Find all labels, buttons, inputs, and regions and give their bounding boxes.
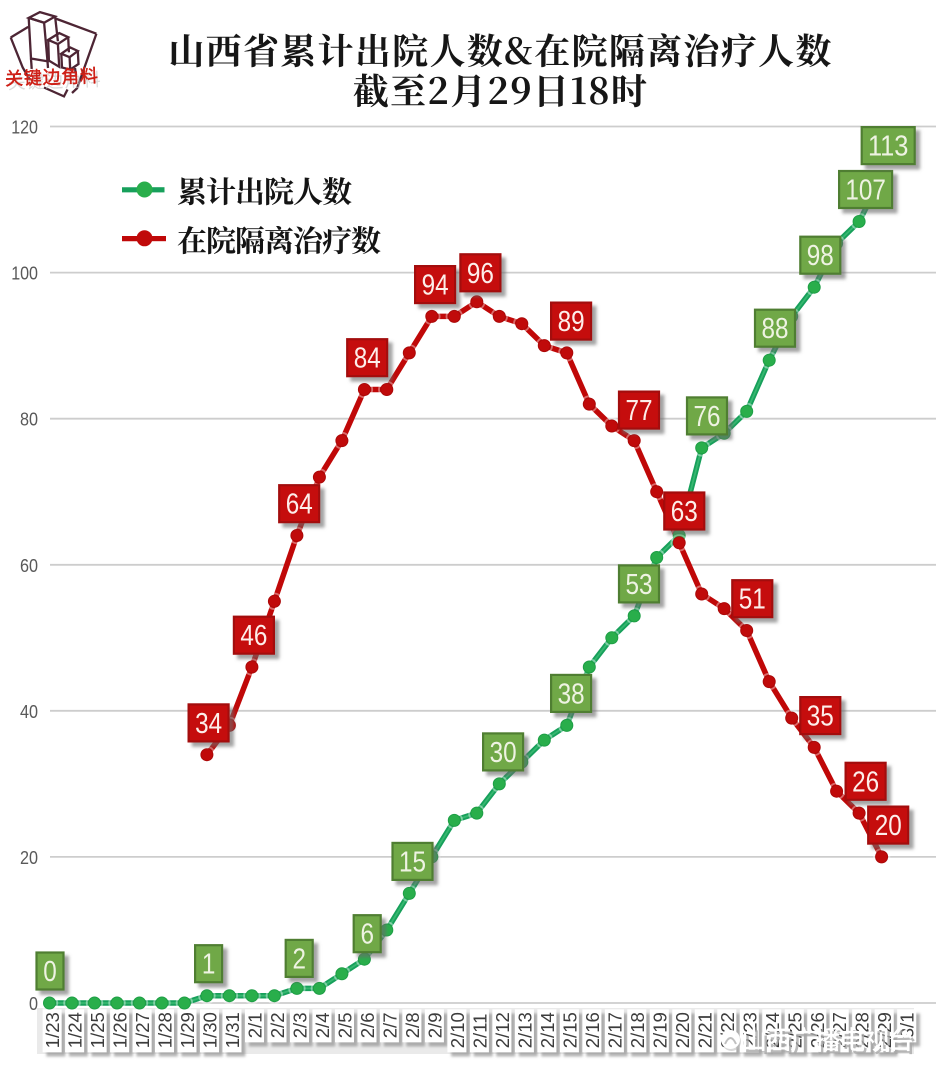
svg-text:100: 100 [11,263,38,284]
svg-text:89: 89 [558,306,585,338]
svg-text:2/9: 2/9 [424,1012,445,1038]
svg-text:76: 76 [694,401,721,433]
svg-text:2/25: 2/25 [784,1012,805,1048]
svg-text:1/24: 1/24 [65,1012,86,1048]
svg-text:截至2月29日18时: 截至2月29日18时 [353,64,648,115]
svg-text:1/25: 1/25 [87,1012,108,1048]
svg-text:2/19: 2/19 [649,1012,670,1048]
svg-text:2/11: 2/11 [469,1013,490,1048]
svg-text:94: 94 [422,270,449,302]
svg-text:2/4: 2/4 [312,1012,333,1038]
svg-text:2/20: 2/20 [672,1012,693,1048]
svg-text:64: 64 [286,489,313,521]
svg-text:山西广播电视台: 山西广播电视台 [741,1020,913,1057]
svg-text:0: 0 [29,993,38,1014]
svg-text:6: 6 [360,919,374,951]
svg-text:2/17: 2/17 [604,1012,625,1048]
svg-text:山西广播电视台: 山西广播电视台 [744,1023,916,1060]
svg-text:2/28: 2/28 [852,1012,873,1048]
svg-text:77: 77 [626,395,653,427]
svg-text:53: 53 [626,569,653,601]
svg-text:1/30: 1/30 [200,1012,221,1048]
svg-text:2/5: 2/5 [335,1012,356,1038]
svg-text:2/2: 2/2 [267,1012,288,1038]
svg-text:34: 34 [195,708,222,740]
svg-text:1/28: 1/28 [155,1012,176,1048]
svg-text:1: 1 [202,949,216,981]
svg-text:35: 35 [807,701,834,733]
svg-text:80: 80 [20,409,38,430]
svg-text:2/26: 2/26 [807,1012,828,1048]
svg-text:1/29: 1/29 [177,1012,198,1048]
svg-text:2/16: 2/16 [582,1012,603,1048]
svg-text:2/3: 2/3 [290,1012,311,1038]
svg-text:关键边角料: 关键边角料 [5,66,99,89]
svg-text:2: 2 [292,943,306,975]
svg-text:46: 46 [240,620,267,652]
svg-text:2/24: 2/24 [762,1012,783,1048]
svg-text:38: 38 [558,678,585,710]
svg-text:96: 96 [467,258,494,290]
svg-text:26: 26 [852,766,879,798]
svg-text:63: 63 [671,496,698,528]
svg-text:2/14: 2/14 [537,1012,558,1048]
svg-text:0: 0 [43,956,57,988]
svg-text:2/10: 2/10 [447,1012,468,1048]
svg-text:2/21: 2/21 [694,1012,715,1048]
svg-text:2/15: 2/15 [559,1012,580,1048]
svg-text:2/29: 2/29 [874,1012,895,1048]
svg-text:84: 84 [354,343,381,375]
svg-text:1/26: 1/26 [110,1012,131,1048]
svg-text:1/23: 1/23 [42,1012,63,1048]
svg-text:在院隔离治疗数: 在院隔离治疗数 [177,217,381,261]
svg-text:120: 120 [11,117,38,138]
svg-text:30: 30 [490,737,517,769]
svg-text:关键边角料: 关键边角料 [7,70,101,93]
svg-text:98: 98 [807,240,834,272]
svg-text:累计出院人数: 累计出院人数 [177,168,352,212]
svg-text:107: 107 [845,175,886,207]
svg-text:2/27: 2/27 [829,1012,850,1048]
svg-text:1/31: 1/31 [222,1012,243,1048]
svg-text:51: 51 [739,584,766,616]
svg-text:2/23: 2/23 [739,1012,760,1048]
svg-text:2/18: 2/18 [627,1012,648,1048]
svg-text:113: 113 [868,131,909,163]
svg-text:2/12: 2/12 [492,1012,513,1048]
svg-text:20: 20 [875,810,902,842]
svg-text:40: 40 [20,701,38,722]
svg-text:2/7: 2/7 [379,1012,400,1038]
svg-text:88: 88 [762,313,789,345]
svg-text:2/6: 2/6 [357,1012,378,1038]
svg-text:60: 60 [20,555,38,576]
svg-text:20: 20 [20,847,38,868]
svg-text:2/1: 2/1 [245,1012,266,1038]
svg-text:山西省累计出院人数&在院隔离治疗人数: 山西省累计出院人数&在院隔离治疗人数 [168,24,832,75]
svg-text:1/27: 1/27 [132,1012,153,1048]
svg-text:2/13: 2/13 [514,1012,535,1048]
svg-text:2/8: 2/8 [402,1012,423,1038]
svg-text:3/1: 3/1 [897,1012,918,1038]
svg-text:15: 15 [399,846,426,878]
